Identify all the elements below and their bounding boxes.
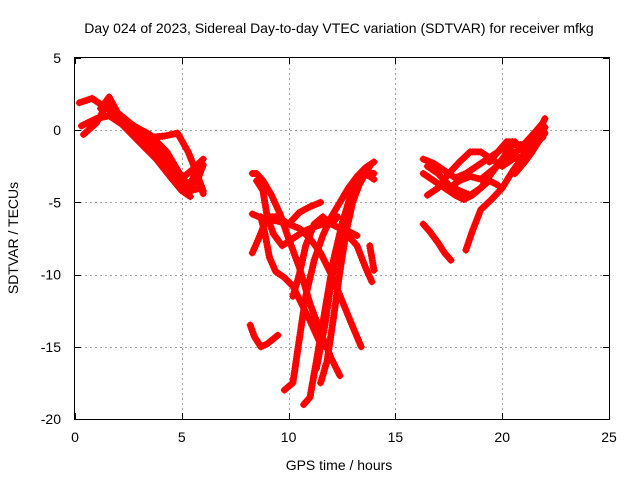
y-tick-label: -5	[49, 194, 62, 210]
series-markers-track-02	[77, 112, 194, 201]
series-markers-track-27	[485, 115, 549, 166]
y-tick-label: -15	[41, 339, 61, 355]
chart-title: Day 024 of 2023, Sidereal Day-to-day VTE…	[84, 20, 593, 36]
plot-frame	[74, 57, 610, 420]
y-tick-label: 5	[53, 50, 61, 66]
y-tick-labels: 5 0 -5 -10 -15 -20	[41, 50, 61, 427]
axis-ticks	[75, 58, 610, 420]
data-series	[75, 93, 549, 409]
x-tick-label: 5	[178, 429, 186, 445]
y-tick-label: 0	[53, 122, 61, 138]
series-markers-track-06	[167, 155, 207, 182]
x-tick-label: 0	[71, 429, 79, 445]
x-axis-label: GPS time / hours	[286, 457, 393, 473]
x-tick-labels: 0 5 10 15 20 25	[71, 429, 617, 445]
series-markers-track-28	[511, 129, 549, 177]
x-tick-label: 15	[388, 429, 404, 445]
series-markers-track-13	[280, 158, 378, 394]
y-axis-label: SDTVAR / TECUs	[5, 182, 21, 294]
series-markers-track-25	[419, 220, 455, 264]
x-tick-label: 10	[281, 429, 297, 445]
y-tick-label: -10	[41, 267, 61, 283]
series-markers-track-12	[246, 321, 282, 351]
x-tick-label: 25	[601, 429, 617, 445]
series-markers-track-19	[366, 242, 378, 274]
series-markers-track-18	[340, 227, 376, 286]
x-tick-label: 20	[494, 429, 510, 445]
y-tick-label: -20	[41, 411, 61, 427]
